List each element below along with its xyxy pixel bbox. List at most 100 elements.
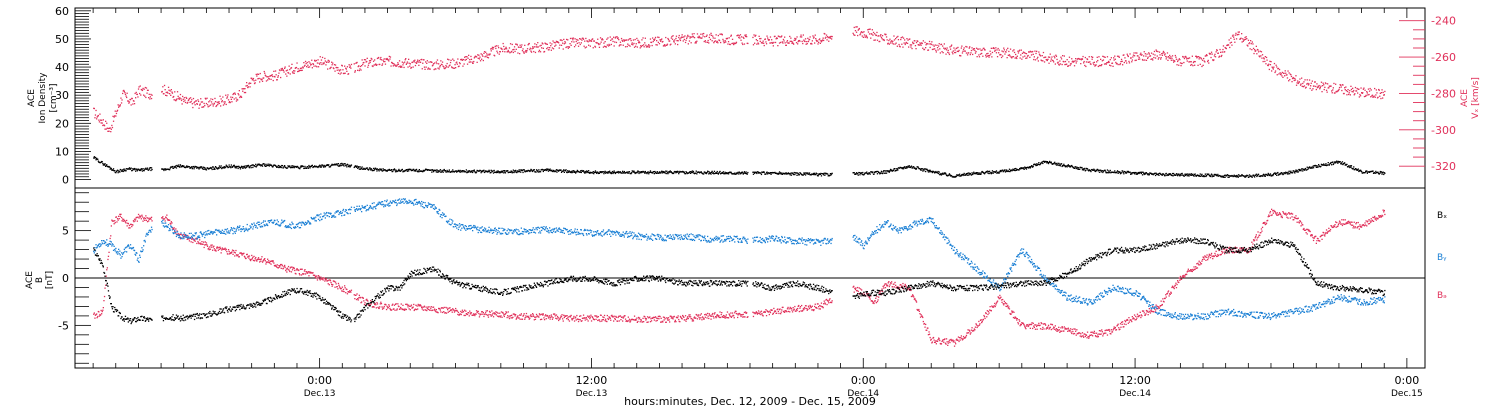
velocity-point <box>328 61 330 63</box>
velocity-point <box>1022 56 1024 58</box>
density-point <box>1217 173 1219 176</box>
velocity-point <box>1319 88 1321 90</box>
velocity-point <box>1234 41 1236 43</box>
bz-point <box>98 311 100 313</box>
velocity-point <box>631 42 633 44</box>
velocity-point <box>239 96 241 99</box>
velocity-point <box>895 38 897 40</box>
density-point <box>1167 174 1170 176</box>
velocity-point <box>274 76 276 78</box>
bz-point <box>346 288 348 291</box>
density-point <box>319 166 321 168</box>
density-point <box>948 173 951 175</box>
velocity-point <box>435 68 437 70</box>
velocity-point <box>1299 84 1302 86</box>
bz-point <box>269 260 272 262</box>
velocity-point <box>1153 56 1155 59</box>
velocity-point <box>254 82 256 84</box>
density-point <box>371 169 373 171</box>
velocity-point <box>887 42 889 44</box>
velocity-point <box>1201 65 1203 68</box>
velocity-point <box>892 40 894 42</box>
velocity-point <box>1068 61 1070 63</box>
velocity-point <box>683 36 685 38</box>
velocity-point <box>577 45 580 47</box>
bz-point <box>132 220 135 222</box>
density-point <box>245 165 247 167</box>
density-point <box>1299 168 1301 171</box>
velocity-point <box>249 86 251 88</box>
velocity-point <box>1140 52 1142 54</box>
density-point <box>637 170 639 172</box>
velocity-point <box>218 102 221 105</box>
density-point <box>995 171 997 173</box>
bz-point <box>215 250 217 252</box>
velocity-point <box>170 89 172 91</box>
velocity-point <box>1286 74 1288 76</box>
velocity-point <box>1194 64 1196 66</box>
density-point <box>122 169 124 171</box>
density-point <box>1255 174 1257 176</box>
velocity-point <box>720 41 722 44</box>
density-point <box>1082 168 1084 170</box>
density-point <box>308 166 311 168</box>
bz-point <box>224 247 226 249</box>
velocity-point <box>126 92 128 94</box>
velocity-point <box>724 40 726 42</box>
velocity-point <box>594 46 597 48</box>
velocity-point <box>1158 51 1161 53</box>
density-point <box>621 172 623 174</box>
velocity-point <box>1232 34 1234 36</box>
velocity-point <box>1248 42 1251 44</box>
velocity-point <box>245 85 247 87</box>
velocity-point <box>1221 51 1223 53</box>
velocity-point <box>139 85 141 87</box>
density-point <box>522 171 524 174</box>
velocity-point <box>831 38 833 40</box>
velocity-point <box>1081 58 1084 60</box>
density-point <box>346 163 349 165</box>
velocity-point <box>107 130 109 132</box>
bz-point <box>194 240 196 242</box>
velocity-point <box>404 59 406 61</box>
density-point <box>512 169 514 171</box>
density-point <box>990 172 992 174</box>
density-point <box>556 171 558 173</box>
density-point <box>1306 169 1308 171</box>
density-point <box>709 172 712 174</box>
density-point <box>1226 174 1228 177</box>
velocity-point <box>1125 60 1127 62</box>
velocity-point <box>686 36 688 38</box>
velocity-point <box>221 101 223 103</box>
density-point <box>502 171 504 173</box>
density-point <box>871 171 873 173</box>
velocity-point <box>547 46 549 49</box>
velocity-point <box>784 36 786 38</box>
velocity-point <box>148 93 150 95</box>
velocity-point <box>1047 58 1049 60</box>
velocity-point <box>315 59 317 62</box>
velocity-point <box>872 31 875 34</box>
density-point <box>1081 166 1083 169</box>
density-point <box>618 172 620 174</box>
velocity-point <box>1156 50 1158 52</box>
velocity-point <box>522 51 525 53</box>
velocity-point <box>1183 61 1185 64</box>
velocity-point <box>1208 62 1210 64</box>
velocity-point <box>455 62 457 64</box>
density-point <box>724 172 726 175</box>
velocity-point <box>818 39 820 41</box>
velocity-point <box>566 46 568 48</box>
bz-point <box>101 310 103 313</box>
velocity-point <box>1071 61 1073 63</box>
velocity-point <box>819 42 821 44</box>
density-point <box>1141 174 1144 176</box>
velocity-point <box>1105 63 1107 65</box>
bz-point <box>318 276 320 278</box>
velocity-point <box>714 37 716 39</box>
bz-point <box>107 258 109 261</box>
density-point <box>323 166 325 168</box>
velocity-point <box>1374 87 1376 90</box>
density-point <box>176 164 178 167</box>
density-point <box>467 170 469 172</box>
